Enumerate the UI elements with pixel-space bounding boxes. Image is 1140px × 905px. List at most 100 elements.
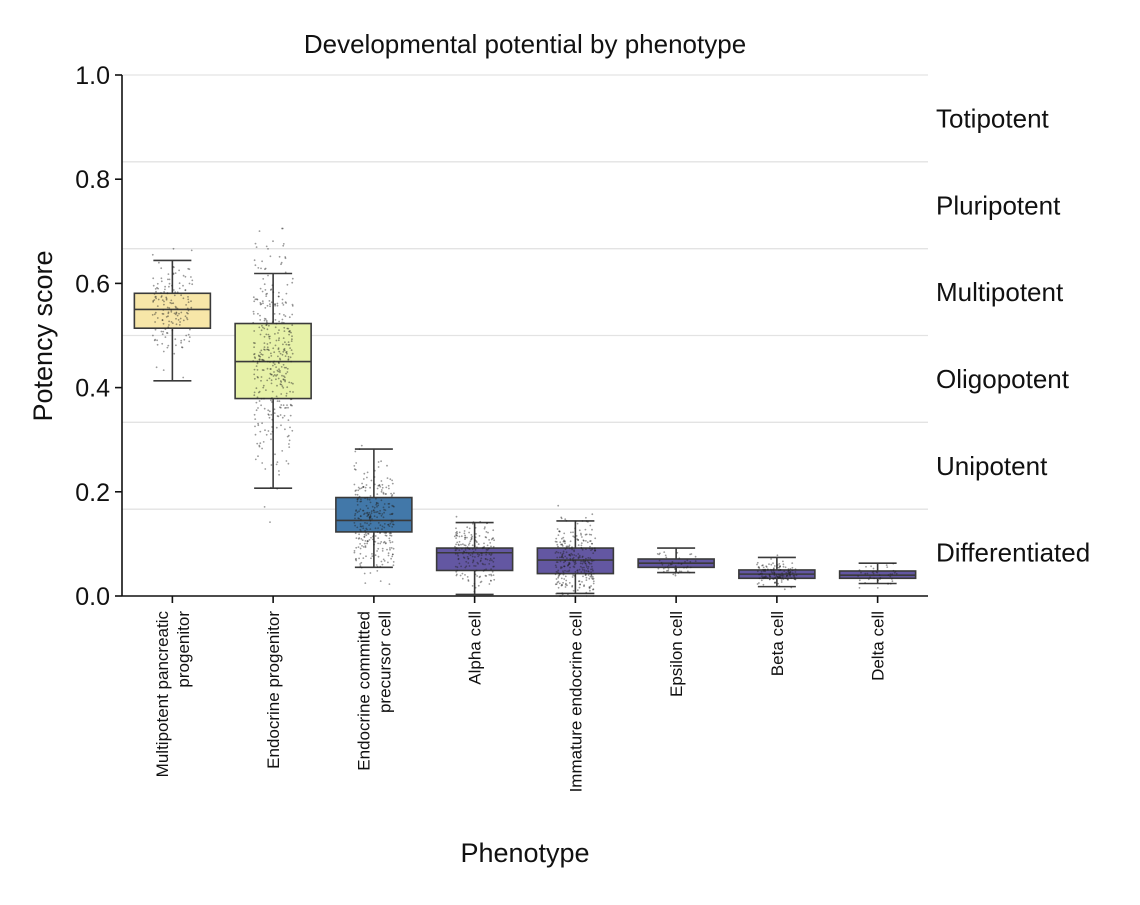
data-point: [477, 562, 479, 565]
data-point: [260, 397, 263, 400]
data-point: [554, 573, 557, 576]
data-point: [574, 527, 576, 530]
data-point: [590, 562, 593, 565]
data-point: [263, 359, 265, 362]
data-point: [288, 316, 291, 319]
data-point: [362, 546, 365, 548]
data-point: [455, 527, 457, 530]
data-point: [284, 341, 286, 344]
data-point: [152, 299, 155, 302]
data-point: [762, 583, 765, 586]
data-point: [276, 461, 279, 463]
data-point: [593, 547, 596, 550]
data-point: [456, 530, 458, 533]
data-point: [265, 389, 267, 391]
data-point: [761, 564, 763, 567]
data-point: [379, 542, 382, 545]
data-point: [358, 487, 361, 490]
data-point: [253, 394, 256, 397]
band-grid: [122, 74, 928, 510]
data-point: [391, 482, 394, 485]
data-point: [165, 297, 168, 300]
data-point: [558, 574, 561, 577]
data-point: [592, 580, 595, 583]
data-point: [578, 556, 581, 559]
data-point: [486, 522, 488, 525]
data-point: [768, 563, 770, 565]
data-point: [563, 565, 566, 568]
data-point: [589, 524, 592, 527]
data-point: [456, 535, 458, 537]
data-point: [289, 426, 291, 429]
data-point: [277, 348, 280, 351]
data-point: [585, 533, 588, 536]
data-point: [762, 577, 765, 580]
data-point: [254, 357, 257, 360]
data-point: [671, 563, 673, 566]
data-point: [268, 410, 271, 413]
data-point: [794, 571, 797, 573]
data-point: [269, 368, 272, 370]
data-point: [360, 525, 363, 528]
data-point: [788, 573, 791, 575]
data-point: [762, 566, 765, 569]
data-point: [284, 428, 286, 431]
data-point: [178, 324, 181, 326]
data-point: [764, 568, 766, 571]
data-point: [762, 570, 765, 572]
data-point: [265, 245, 268, 248]
data-point: [471, 548, 474, 550]
data-point: [875, 570, 878, 573]
data-point: [285, 302, 287, 304]
data-point: [766, 577, 769, 580]
data-point: [576, 522, 579, 525]
data-point: [487, 547, 490, 550]
data-point: [281, 353, 284, 356]
data-point: [391, 494, 394, 496]
data-point: [458, 562, 461, 565]
data-point: [360, 561, 363, 564]
data-point: [585, 520, 588, 523]
data-point: [365, 534, 368, 537]
data-point: [354, 532, 357, 535]
data-point: [366, 476, 368, 479]
data-point: [574, 561, 577, 563]
data-point: [187, 296, 189, 298]
data-point: [170, 309, 173, 311]
data-point: [482, 570, 485, 572]
data-point: [354, 514, 356, 517]
data-point: [253, 391, 256, 394]
data-point: [779, 574, 782, 576]
data-point: [562, 571, 565, 574]
data-point: [387, 561, 389, 564]
data-point: [284, 355, 287, 357]
data-point: [470, 536, 473, 539]
data-point: [283, 376, 286, 379]
data-point: [480, 580, 483, 583]
data-point: [782, 563, 785, 566]
data-point: [785, 572, 788, 574]
data-point: [286, 435, 289, 438]
data-point: [266, 367, 269, 370]
data-point: [358, 533, 360, 536]
data-point: [385, 534, 388, 537]
data-point: [373, 515, 376, 518]
data-point: [894, 570, 897, 573]
data-point: [172, 265, 175, 268]
data-point: [254, 433, 257, 436]
data-point: [489, 557, 492, 560]
data-point: [179, 317, 182, 320]
data-point: [557, 504, 560, 507]
data-point: [680, 563, 683, 565]
data-point: [282, 244, 285, 247]
data-point: [592, 578, 594, 580]
data-point: [290, 331, 292, 334]
data-point: [588, 586, 591, 589]
data-point: [256, 360, 259, 363]
data-point: [789, 568, 792, 570]
data-point: [380, 560, 383, 563]
data-point: [480, 552, 482, 555]
data-point: [560, 516, 563, 519]
data-point: [885, 564, 888, 566]
data-point: [182, 274, 185, 277]
